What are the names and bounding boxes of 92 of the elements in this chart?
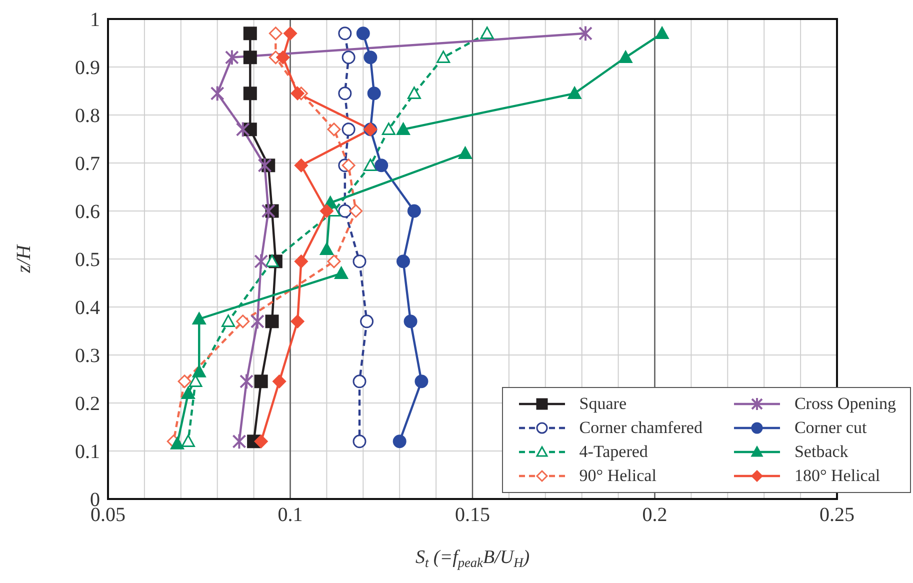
- point: [364, 50, 378, 64]
- point: [236, 314, 250, 328]
- point: [396, 122, 410, 135]
- point: [352, 254, 366, 268]
- legend-label: 4-Tapered: [579, 442, 648, 462]
- point: [272, 374, 286, 388]
- point: [352, 374, 366, 388]
- point: [338, 204, 352, 218]
- y-tick-label: 0.3: [75, 345, 100, 368]
- point: [210, 85, 224, 102]
- point: [254, 374, 268, 388]
- point: [382, 122, 396, 135]
- point: [342, 122, 356, 136]
- legend-label: 180° Helical: [794, 466, 880, 486]
- point: [338, 86, 352, 100]
- y-tick-label: 0.9: [75, 57, 100, 80]
- y-tick-label: 0.8: [75, 105, 100, 128]
- point: [265, 314, 279, 328]
- point: [407, 204, 421, 218]
- point: [356, 26, 370, 40]
- y-tick-label: 0.5: [75, 249, 100, 272]
- x-tick-label: 0.15: [455, 504, 490, 526]
- point: [360, 314, 374, 328]
- point: [320, 204, 334, 218]
- point: [192, 365, 206, 378]
- point: [284, 26, 297, 40]
- point: [338, 26, 352, 40]
- y-tick-label: 0.1: [75, 441, 100, 464]
- point: [294, 158, 308, 172]
- legend-label: Corner cut: [794, 418, 867, 438]
- x-axis-title: S$_{t}$ (=f$_{peak}$B/U$_{H}$): [415, 547, 530, 570]
- point: [352, 434, 366, 448]
- legend-label: Cross Opening: [794, 394, 896, 414]
- point: [240, 373, 254, 390]
- x-tick-label: 0.1: [278, 504, 303, 526]
- point: [224, 49, 239, 66]
- point: [258, 157, 272, 174]
- point: [250, 313, 264, 330]
- point: [192, 312, 206, 325]
- point: [578, 25, 592, 42]
- point: [407, 86, 421, 99]
- point: [178, 374, 192, 388]
- point: [396, 254, 410, 268]
- point: [261, 202, 276, 220]
- x-tick-label: 0.25: [820, 504, 854, 526]
- legend-label: Square: [579, 394, 626, 414]
- y-tick-label: 0.2: [75, 393, 100, 416]
- point: [170, 437, 184, 450]
- point: [342, 158, 356, 172]
- point: [236, 121, 250, 138]
- point: [392, 434, 406, 448]
- point: [243, 50, 257, 64]
- point: [290, 314, 304, 328]
- point: [254, 253, 268, 270]
- point: [655, 26, 669, 39]
- point: [458, 146, 472, 159]
- point: [327, 122, 341, 136]
- y-tick-label: 1: [90, 9, 100, 32]
- y-tick-label: 0.4: [75, 297, 100, 320]
- point: [404, 314, 418, 328]
- point: [181, 386, 195, 399]
- point: [181, 434, 195, 447]
- legend-label: Corner chamfered: [579, 418, 702, 438]
- legend-label: Setback: [794, 442, 848, 462]
- point: [320, 242, 334, 255]
- point: [374, 158, 388, 172]
- point: [364, 158, 378, 171]
- point: [268, 26, 282, 40]
- point: [243, 26, 257, 40]
- y-tick-label: 0.7: [75, 153, 100, 176]
- legend-label: 90° Helical: [579, 466, 656, 486]
- point: [254, 434, 268, 448]
- point: [436, 50, 450, 63]
- point: [243, 86, 257, 100]
- y-tick-label: 0.6: [75, 201, 100, 224]
- point: [568, 86, 582, 99]
- point: [276, 50, 290, 64]
- point: [334, 266, 348, 279]
- point: [327, 254, 341, 268]
- point: [232, 433, 246, 450]
- point: [294, 254, 308, 268]
- point: [290, 86, 304, 100]
- point: [367, 86, 381, 100]
- point: [618, 50, 632, 63]
- point: [222, 314, 236, 327]
- y-axis-title: z/H: [13, 244, 35, 274]
- point: [480, 26, 494, 39]
- point: [414, 374, 428, 388]
- x-tick-label: 0.2: [642, 504, 668, 526]
- point: [342, 50, 356, 64]
- point: [265, 254, 279, 267]
- point: [349, 204, 363, 218]
